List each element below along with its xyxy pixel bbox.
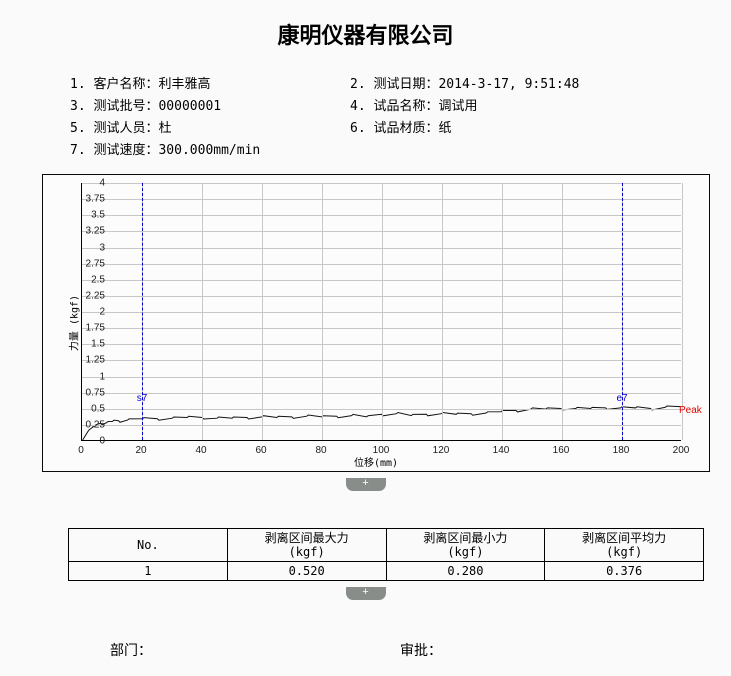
peak-label: Peak — [679, 405, 702, 416]
x-tick: 40 — [195, 445, 206, 456]
table-row: 10.5200.2800.376 — [69, 562, 704, 581]
meta-item: 3. 测试批号：00000001 — [70, 96, 350, 118]
meta-item: 6. 试品材质：纸 — [350, 118, 451, 140]
table-cell: 0.520 — [227, 562, 386, 581]
meta-item: 2. 测试日期：2014-3-17, 9:51:48 — [350, 74, 579, 96]
x-tick: 120 — [433, 445, 450, 456]
dept-label: 部门： — [110, 640, 400, 660]
table-cell: 0.280 — [386, 562, 545, 581]
y-tick: 2.5 — [75, 274, 105, 285]
table-cell: 1 — [69, 562, 228, 581]
table-header: 剥离区间平均力(kgf) — [545, 529, 704, 562]
footer: 部门： 审批： — [0, 640, 731, 660]
y-tick: 3 — [75, 242, 105, 253]
x-tick: 160 — [553, 445, 570, 456]
y-tick: 4 — [75, 178, 105, 189]
x-tick: 140 — [493, 445, 510, 456]
meta-item: 4. 试品名称：调试用 — [350, 96, 477, 118]
x-tick: 0 — [78, 445, 84, 456]
y-tick: 0.75 — [75, 387, 105, 398]
results-table: No.剥离区间最大力(kgf)剥离区间最小力(kgf)剥离区间平均力(kgf)1… — [68, 528, 704, 581]
chart-marker-label: e7 — [616, 393, 627, 404]
y-tick: 1.75 — [75, 323, 105, 334]
x-tick: 60 — [255, 445, 266, 456]
table-header: No. — [69, 529, 228, 562]
y-tick: 2.75 — [75, 258, 105, 269]
y-tick: 0.25 — [75, 419, 105, 430]
y-tick: 0.5 — [75, 403, 105, 414]
x-tick: 200 — [673, 445, 690, 456]
y-tick: 1.5 — [75, 339, 105, 350]
chart-marker-label: s7 — [137, 393, 148, 404]
x-tick: 180 — [613, 445, 630, 456]
table-header: 剥离区间最大力(kgf) — [227, 529, 386, 562]
x-tick: 20 — [135, 445, 146, 456]
meta-item: 7. 测试速度：300.000mm/min — [70, 140, 350, 162]
plot-area: s7e7Peak — [81, 183, 681, 441]
table-header: 剥离区间最小力(kgf) — [386, 529, 545, 562]
x-axis-label: 位移(mm) — [354, 454, 398, 469]
y-tick: 1 — [75, 371, 105, 382]
metadata-block: 1. 客户名称：利丰雅高2. 测试日期：2014-3-17, 9:51:483.… — [70, 74, 731, 162]
y-tick: 3.25 — [75, 226, 105, 237]
y-tick: 2 — [75, 307, 105, 318]
y-tick: 2.25 — [75, 290, 105, 301]
approve-label: 审批： — [400, 640, 442, 660]
page-title: 康明仪器有限公司 — [0, 0, 731, 50]
y-tick: 3.5 — [75, 210, 105, 221]
y-tick: 1.25 — [75, 355, 105, 366]
meta-item: 1. 客户名称：利丰雅高 — [70, 74, 350, 96]
y-tick: 3.75 — [75, 194, 105, 205]
expand-bottom-handle[interactable]: + — [346, 587, 386, 600]
chart-container: 力量 (kgf) 位移(mm) s7e7Peak 00.250.50.7511.… — [42, 174, 710, 472]
meta-item: 5. 测试人员：杜 — [70, 118, 350, 140]
expand-top-handle[interactable]: + — [346, 478, 386, 491]
x-tick: 100 — [373, 445, 390, 456]
table-cell: 0.376 — [545, 562, 704, 581]
x-tick: 80 — [315, 445, 326, 456]
